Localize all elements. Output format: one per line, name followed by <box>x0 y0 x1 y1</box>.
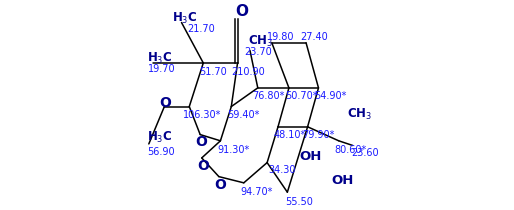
Text: 23.70: 23.70 <box>244 47 271 57</box>
Text: O: O <box>159 96 171 110</box>
Text: 21.70: 21.70 <box>187 24 215 34</box>
Text: O: O <box>195 135 207 149</box>
Text: OH: OH <box>300 151 322 164</box>
Text: H$_3$C: H$_3$C <box>172 11 197 26</box>
Text: 56.90: 56.90 <box>147 147 175 157</box>
Text: O: O <box>235 4 248 19</box>
Text: 19.80: 19.80 <box>267 32 295 42</box>
Text: H$_3$C: H$_3$C <box>147 130 173 145</box>
Text: O: O <box>214 178 226 192</box>
Text: H$_3$C: H$_3$C <box>147 51 173 66</box>
Text: 94.70*: 94.70* <box>241 187 273 197</box>
Text: 76.80*: 76.80* <box>252 91 285 101</box>
Text: 27.40: 27.40 <box>301 32 328 42</box>
Text: 80.60*: 80.60* <box>335 144 367 155</box>
Text: 55.50: 55.50 <box>285 197 313 206</box>
Text: 210.90: 210.90 <box>231 67 265 77</box>
Text: 19.70: 19.70 <box>148 64 175 74</box>
Text: 51.70: 51.70 <box>199 67 227 77</box>
Text: 50.70*: 50.70* <box>285 91 317 101</box>
Text: 91.30*: 91.30* <box>217 144 250 155</box>
Text: O: O <box>197 159 209 173</box>
Text: 59.40*: 59.40* <box>228 110 260 120</box>
Text: 34.30: 34.30 <box>269 165 296 175</box>
Text: OH: OH <box>332 174 354 187</box>
Text: 23.60: 23.60 <box>351 148 379 158</box>
Text: 106.30*: 106.30* <box>183 110 222 120</box>
Text: CH$_3$: CH$_3$ <box>347 107 372 122</box>
Text: CH$_3$: CH$_3$ <box>248 34 272 49</box>
Text: 54.90*: 54.90* <box>314 91 346 101</box>
Text: 48.10*: 48.10* <box>273 130 306 140</box>
Text: 79.90*: 79.90* <box>302 130 335 140</box>
